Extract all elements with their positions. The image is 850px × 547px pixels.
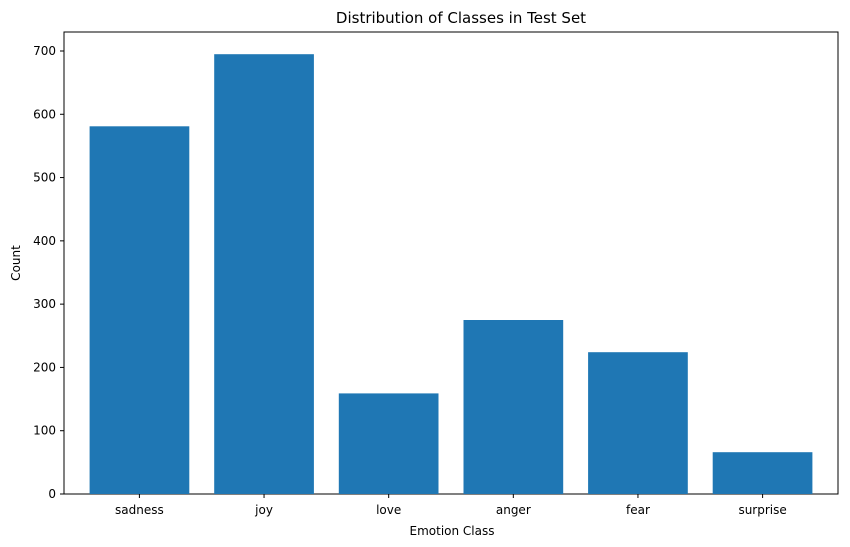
x-tick-label-fear: fear	[626, 503, 650, 517]
x-tick-label-joy: joy	[254, 503, 273, 517]
y-tick-label: 0	[48, 487, 56, 501]
bar-anger	[463, 320, 564, 494]
y-tick-label: 300	[33, 297, 56, 311]
y-axis-ticks: 0 100 200 300 400 500 600 700	[33, 44, 64, 501]
bars-group	[89, 54, 813, 495]
x-tick-label-anger: anger	[496, 503, 531, 517]
x-axis-label: Emotion Class	[410, 524, 495, 538]
chart-title: Distribution of Classes in Test Set	[336, 9, 586, 27]
x-axis-ticks: sadness joy love anger fear surprise	[115, 494, 787, 517]
x-tick-label-love: love	[376, 503, 401, 517]
bar-sadness	[89, 126, 190, 495]
plot-area	[63, 31, 839, 495]
y-tick-label: 400	[33, 234, 56, 248]
y-axis-label: Count	[9, 245, 23, 281]
bar-love	[338, 393, 439, 494]
y-tick-label: 700	[33, 44, 56, 58]
y-tick-label: 200	[33, 360, 56, 374]
bar-joy	[214, 54, 314, 494]
y-tick-label: 600	[33, 107, 56, 121]
x-tick-label-surprise: surprise	[738, 503, 786, 517]
y-tick-label: 500	[33, 171, 56, 185]
bar-surprise	[712, 452, 813, 494]
plot-border	[63, 31, 839, 495]
x-tick-label-sadness: sadness	[115, 503, 164, 517]
bar-fear	[588, 352, 688, 494]
y-tick-label: 100	[33, 424, 56, 438]
